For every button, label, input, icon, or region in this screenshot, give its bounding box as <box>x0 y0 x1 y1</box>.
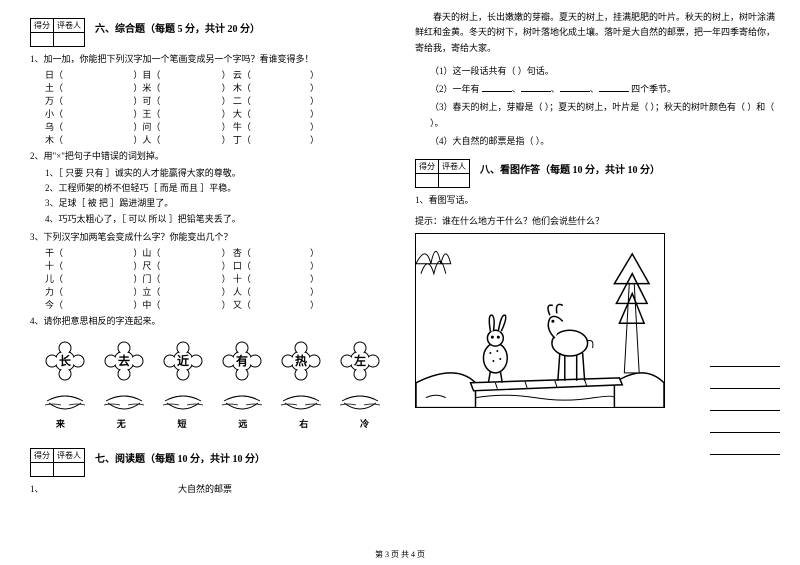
section-7-title: 七、阅读题（每题 10 分，共计 10 分） <box>95 450 265 477</box>
q7-p2: （2）一年有 、、、 四个季节。 <box>415 82 780 97</box>
reviewer-blank <box>54 33 85 47</box>
goat-rabbit-illustration <box>416 234 664 408</box>
svg-text:有: 有 <box>236 353 248 368</box>
q8-1: 1、看图写话。 <box>415 193 780 207</box>
passage-text: 春天的树上，长出嫩嫩的芽瓣。夏天的树上，挂满肥肥的叶片。秋天的树上，树叶涂满鲜红… <box>415 10 780 56</box>
score-table-8: 得分评卷人 <box>415 159 470 188</box>
q7-p4: （4）大自然的邮票是指（ ）。 <box>415 134 780 149</box>
q8-hint: 提示：谁在什么地方干什么？他们会说些什么？ <box>415 214 780 228</box>
write-line <box>710 433 780 455</box>
q7-p1: （1）这一段话共有（ ）句话。 <box>415 64 780 79</box>
score-box-6: 得分评卷人 六、综合题（每题 5 分，共计 20 分） <box>30 18 395 47</box>
score-table: 得分评卷人 <box>30 18 85 47</box>
boat-row <box>30 391 395 415</box>
q7-p3: （3）春天的树上，芽瓣是（ ）；夏天的树上，叶片是（ ）；秋天的树叶颜色有（ ）… <box>415 100 780 131</box>
flower-row: 长 去 近 有 热 左 <box>30 341 395 381</box>
q6-3: 3、下列汉字加两笔会变成什么字？你能变出几个？ <box>30 230 395 244</box>
q6-1: 1、加一加，你能把下列汉字加一个笔画变成另一个字吗？看谁变得多！ <box>30 52 395 66</box>
svg-text:左: 左 <box>353 353 366 368</box>
write-line <box>710 389 780 411</box>
svg-text:热: 热 <box>295 353 307 368</box>
score-table-7: 得分评卷人 <box>30 448 85 477</box>
svg-text:去: 去 <box>118 353 130 368</box>
write-line <box>710 411 780 433</box>
svg-text:近: 近 <box>177 353 189 368</box>
q6-2-lines: 1、［ 只要 只有 ］诚实的人才能赢得大家的尊敬。2、工程师架的桥不但轻巧［ 而… <box>30 166 395 227</box>
svg-text:长: 长 <box>59 353 72 368</box>
section-6-title: 六、综合题（每题 5 分，共计 20 分） <box>95 20 260 47</box>
q6-2: 2、用"×"把句子中错误的词划掉。 <box>30 149 395 163</box>
write-line <box>710 367 780 389</box>
writing-lines <box>710 345 780 455</box>
section-8-title: 八、看图作答（每题 10 分，共计 10 分） <box>480 161 660 188</box>
left-column: 得分评卷人 六、综合题（每题 5 分，共计 20 分） 1、加一加，你能把下列汉… <box>30 10 395 525</box>
boat-labels: 来无短远右冷 <box>30 417 395 430</box>
right-column: 春天的树上，长出嫩嫩的芽瓣。夏天的树上，挂满肥肥的叶片。秋天的树上，树叶涂满鲜红… <box>415 10 780 525</box>
score-label: 得分 <box>31 19 54 33</box>
score-box-8: 得分评卷人 八、看图作答（每题 10 分，共计 10 分） <box>415 159 780 188</box>
reviewer-label: 评卷人 <box>54 19 85 33</box>
q6-3-rows: 干（）山（） 杏（）十（）尺（） 口（）儿（）门（） 十（）力（）立（） 人（）… <box>30 246 395 311</box>
write-line <box>710 345 780 367</box>
q6-1-rows: 日（）目（） 云（）土（）米（） 木（）万（）可（） 二（）小（）王（） 大（）… <box>30 68 395 146</box>
score-blank <box>31 33 54 47</box>
passage-title: 大自然的邮票 <box>178 484 232 494</box>
score-box-7: 得分评卷人 七、阅读题（每题 10 分，共计 10 分） <box>30 448 395 477</box>
page-footer: 第 3 页 共 4 页 <box>0 549 800 560</box>
q6-4: 4、请你把意思相反的字连起来。 <box>30 314 395 328</box>
q7-1: 1、 大自然的邮票 <box>30 482 395 496</box>
picture-frame <box>415 233 665 408</box>
